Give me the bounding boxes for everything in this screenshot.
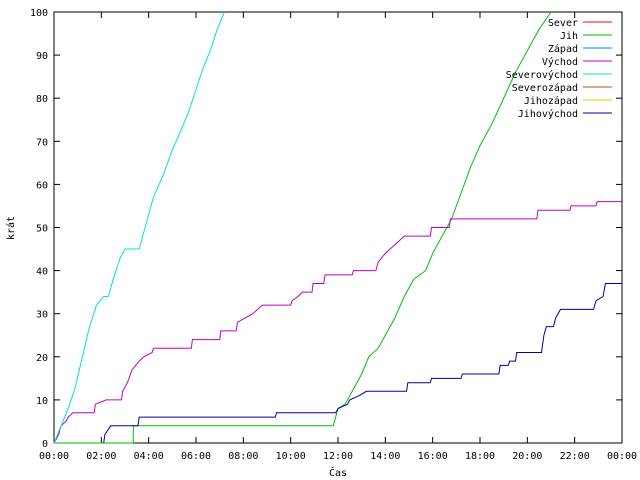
- y-tick-label: 40: [36, 267, 48, 278]
- x-tick-label: 10:00: [276, 451, 306, 462]
- legend: Sever JihZápadVýchodSeverovýchodSeverozáp…: [506, 18, 612, 120]
- x-tick-label: 20:00: [512, 451, 542, 462]
- y-axis-title: krát: [5, 216, 17, 240]
- x-tick-label: 06:00: [181, 451, 211, 462]
- x-tick-label: 12:00: [323, 451, 353, 462]
- legend-label: Jih: [560, 31, 578, 42]
- y-tick-label: 30: [36, 310, 48, 321]
- y-axis: 0 10 20 30 40 50 60 70 80 90 100: [30, 8, 622, 450]
- legend-label: Severovýchod: [506, 69, 578, 81]
- x-tick-label: 02:00: [86, 451, 116, 462]
- y-tick-label: 90: [36, 51, 48, 62]
- legend-label: Jihovýchod: [518, 108, 578, 120]
- series-line: [103, 283, 622, 444]
- x-tick-label: 16:00: [418, 451, 448, 462]
- x-tick-label: 22:00: [560, 451, 590, 462]
- y-tick-label: 0: [42, 439, 48, 450]
- y-tick-label: 60: [36, 180, 48, 191]
- y-tick-label: 80: [36, 94, 48, 105]
- x-tick-label: 00:00: [39, 451, 69, 462]
- x-tick-label: 08:00: [228, 451, 258, 462]
- x-axis-title: Čas: [329, 466, 347, 479]
- x-axis: 00:00 02:00 04:00 06:00 08:00 10:00 12:00 14:00…: [39, 12, 637, 462]
- y-tick-label: 10: [36, 396, 48, 407]
- y-tick-label: 100: [30, 8, 48, 19]
- y-tick-label: 20: [36, 353, 48, 364]
- x-tick-label: 04:00: [134, 451, 164, 462]
- legend-label: Sever: [548, 18, 578, 29]
- x-tick-label: 00:00: [607, 451, 637, 462]
- y-tick-label: 70: [36, 137, 48, 148]
- legend-label: Severozápad: [512, 82, 578, 94]
- series-group: [53, 11, 622, 444]
- legend-label: Východ: [542, 56, 578, 68]
- series-line: [53, 201, 622, 444]
- y-tick-label: 50: [36, 224, 48, 235]
- x-tick-label: 18:00: [465, 451, 495, 462]
- legend-label: Západ: [548, 43, 578, 55]
- legend-label: Jihozápad: [524, 95, 578, 107]
- series-line: [53, 11, 225, 444]
- x-tick-label: 14:00: [370, 451, 400, 462]
